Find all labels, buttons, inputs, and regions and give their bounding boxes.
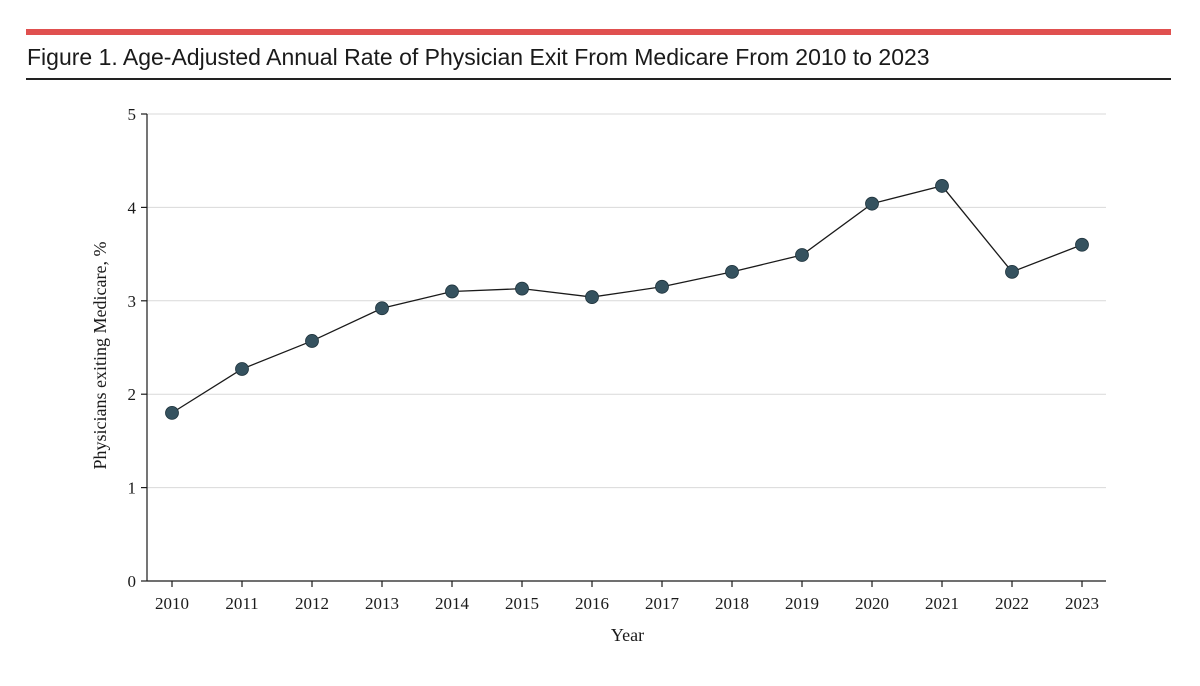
data-point-2012 [305, 334, 319, 348]
data-point-2017 [655, 279, 669, 294]
data-point-2016 [585, 290, 599, 304]
x-axis-title: Year [611, 625, 644, 645]
y-tick-label: 0 [128, 572, 137, 591]
title-divider [26, 78, 1171, 80]
y-axis-title: Physicians exiting Medicare, % [90, 242, 110, 470]
x-tick-label: 2022 [995, 594, 1029, 613]
data-series [165, 179, 1089, 420]
data-point-2019 [795, 248, 809, 262]
data-point-2010 [165, 405, 179, 420]
title-accent-bar [26, 29, 1171, 35]
y-tick-label: 5 [128, 105, 137, 124]
series-line [171, 185, 1083, 414]
x-tick-label: 2023 [1065, 594, 1099, 613]
data-point-2014 [445, 284, 459, 299]
x-tick-label: 2013 [365, 594, 399, 613]
x-tick-label: 2019 [785, 594, 819, 613]
data-point-2013 [375, 301, 389, 316]
data-point-2021 [935, 179, 949, 193]
y-tick-label: 1 [128, 479, 137, 498]
x-tick-label: 2021 [925, 594, 959, 613]
y-tick-label: 4 [128, 198, 137, 217]
x-tick-label: 2015 [505, 594, 539, 613]
axes: 0 1 2 3 4 5 2010 2011 2012 2013 2014 2015 2016 2017 20… [128, 105, 1106, 613]
data-point-2020 [865, 196, 879, 211]
y-tick-label: 2 [128, 385, 137, 404]
x-tick-label: 2011 [225, 594, 258, 613]
y-tick-label: 3 [128, 292, 137, 311]
data-point-2015 [515, 281, 529, 296]
figure-title: Figure 1. Age-Adjusted Annual Rate of Ph… [27, 44, 930, 70]
x-tick-label: 2017 [645, 594, 680, 613]
x-tick-label: 2012 [295, 594, 329, 613]
gridlines [147, 113, 1106, 489]
x-tick-label: 2018 [715, 594, 749, 613]
data-point-2011 [235, 362, 249, 376]
x-tick-label: 2010 [155, 594, 189, 613]
data-point-2023 [1075, 237, 1089, 252]
x-tick-label: 2016 [575, 594, 609, 613]
data-point-2018 [725, 264, 739, 279]
x-tick-label: 2014 [435, 594, 470, 613]
data-point-2022 [1005, 264, 1019, 279]
x-tick-label: 2020 [855, 594, 889, 613]
